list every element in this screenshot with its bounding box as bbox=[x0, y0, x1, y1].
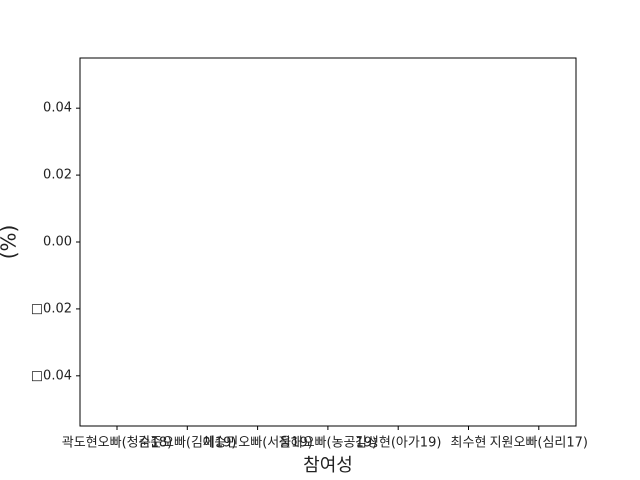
x-tick-label: 곽도현오빠(청순18) bbox=[62, 436, 172, 451]
x-tick-label: 김성현(아가19) bbox=[355, 436, 442, 451]
y-tick-label: 0.02 bbox=[43, 168, 72, 183]
y-axis-label: (%) bbox=[0, 225, 21, 260]
x-tick-label: 정해오빠(농공19) bbox=[279, 436, 377, 451]
y-tick-label: 0.00 bbox=[43, 235, 72, 250]
plot-frame bbox=[79, 57, 577, 427]
x-tick-label: 지원오빠(심리17) bbox=[490, 436, 588, 451]
y-tick-label: 0.04 bbox=[43, 101, 72, 116]
x-axis-label: 참여성 bbox=[303, 455, 353, 476]
x-tick-label: 김준오빠(김체19) bbox=[138, 436, 236, 451]
x-tick-label: 이승민오빠(서울19) bbox=[202, 436, 312, 451]
x-tick-label: 최수현 bbox=[451, 436, 487, 451]
y-tick-label: □0.02 bbox=[31, 301, 72, 316]
y-tick-label: □0.04 bbox=[31, 368, 72, 383]
